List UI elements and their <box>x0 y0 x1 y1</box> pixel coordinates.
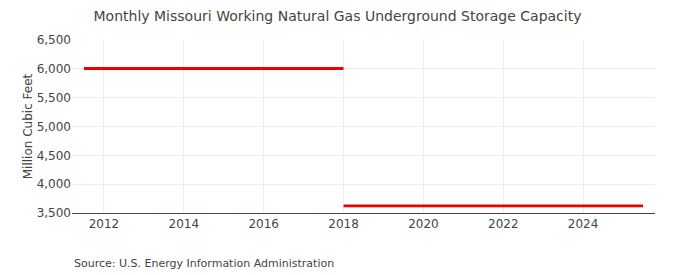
svg-text:5,000: 5,000 <box>37 120 71 134</box>
svg-text:2016: 2016 <box>248 217 279 231</box>
svg-text:6,000: 6,000 <box>37 62 71 76</box>
svg-text:Source: U.S. Energy Informatio: Source: U.S. Energy Information Administ… <box>74 257 334 270</box>
svg-text:2018: 2018 <box>328 217 359 231</box>
svg-text:6,500: 6,500 <box>37 33 71 47</box>
svg-text:5,500: 5,500 <box>37 91 71 105</box>
svg-text:Million Cubic Feet: Million Cubic Feet <box>21 73 35 179</box>
svg-text:2012: 2012 <box>89 217 120 231</box>
svg-text:2022: 2022 <box>488 217 519 231</box>
svg-text:2024: 2024 <box>568 217 599 231</box>
svg-text:4,000: 4,000 <box>37 177 71 191</box>
svg-text:3,500: 3,500 <box>37 206 71 220</box>
svg-text:2014: 2014 <box>169 217 200 231</box>
svg-text:4,500: 4,500 <box>37 149 71 163</box>
svg-text:2020: 2020 <box>408 217 439 231</box>
svg-text:Monthly Missouri Working Natur: Monthly Missouri Working Natural Gas Und… <box>94 8 582 24</box>
